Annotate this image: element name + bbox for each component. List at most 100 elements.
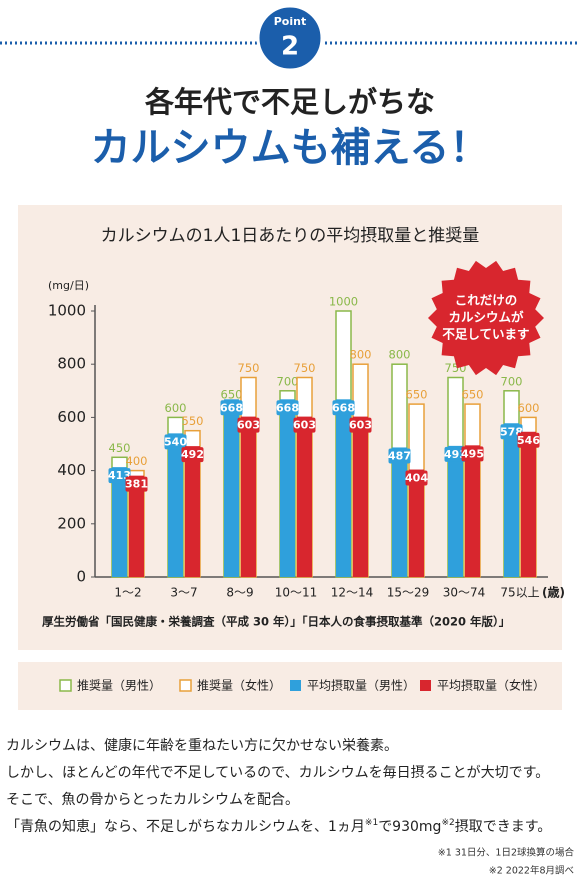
average-bar	[409, 469, 424, 577]
value-label-box	[293, 417, 316, 433]
badge-label: Point	[274, 15, 306, 28]
y-tick-label: 0	[76, 568, 86, 586]
value-label: 404	[405, 472, 428, 485]
value-label: 381	[125, 478, 148, 491]
x-tick-label: 8〜9	[226, 586, 253, 600]
average-bar	[392, 447, 407, 577]
x-tick-label: 3〜7	[170, 586, 197, 600]
value-label: 603	[293, 419, 316, 432]
value-label-box	[125, 476, 148, 492]
average-bar	[336, 399, 351, 577]
value-label: 668	[220, 401, 243, 414]
x-tick-label: 1〜2	[114, 586, 141, 600]
average-bar	[185, 446, 200, 577]
callout-text: 不足しています	[442, 327, 529, 342]
legend-marker	[420, 680, 431, 691]
value-label-box	[500, 424, 523, 440]
x-tick-label: 30〜74	[443, 586, 486, 600]
footnote: ※2 2022年8月調べ	[489, 865, 574, 877]
value-label-box	[164, 434, 187, 450]
value-label: 800	[350, 348, 372, 362]
average-bar	[465, 445, 480, 577]
value-label: 668	[276, 401, 299, 414]
badge-number: 2	[281, 32, 299, 62]
x-tick-label: 12〜14	[331, 586, 374, 600]
average-bar	[353, 416, 368, 577]
x-tick-label: 75以上	[500, 586, 539, 600]
average-bar	[224, 399, 239, 577]
value-label: 578	[500, 425, 523, 438]
value-label-box	[237, 417, 260, 433]
legend-label: 平均摂取量（男性）	[307, 678, 415, 693]
callout-text: これだけの	[455, 293, 518, 308]
average-bar	[280, 399, 295, 577]
body-line: カルシウムは、健康に年齢を重ねたい方に欠かせない栄養素。	[6, 737, 398, 754]
value-label: 668	[332, 401, 355, 414]
value-label: 1000	[329, 295, 358, 309]
y-tick-label: 200	[57, 514, 86, 532]
body-text: 「青魚の知恵」なら、不足しがちなカルシウムを、1ヵ月	[6, 818, 365, 835]
legend-marker	[290, 680, 301, 691]
value-label: 650	[462, 388, 484, 402]
body-text: そこで、魚の骨からとったカルシウムを配合。	[6, 792, 299, 808]
value-label: 700	[277, 374, 299, 388]
body-text: 摂取できます。	[455, 819, 552, 835]
y-tick-label: 800	[57, 355, 86, 373]
value-label: 603	[349, 419, 372, 432]
value-label: 413	[108, 469, 131, 482]
point-badge	[256, 4, 324, 72]
value-label: 492	[181, 448, 204, 461]
value-label: 450	[109, 441, 131, 455]
body-line: 「青魚の知恵」なら、不足しがちなカルシウムを、1ヵ月※1で930mg※2摂取でき…	[6, 818, 551, 836]
value-label: 400	[126, 454, 148, 468]
value-label-box	[181, 447, 204, 463]
body-text: しかし、ほとんどの年代で不足しているので、カルシウムを毎日摂ることが大切です。	[6, 765, 549, 781]
body-line: そこで、魚の骨からとったカルシウムを配合。	[6, 792, 299, 808]
value-label: 700	[501, 374, 523, 388]
value-label: 546	[517, 434, 540, 447]
value-label: 603	[237, 419, 260, 432]
value-label: 750	[294, 361, 316, 375]
average-bar	[112, 467, 127, 577]
legend-label: 推奨量（女性）	[197, 678, 281, 693]
value-label: 800	[389, 348, 411, 362]
average-bar	[241, 416, 256, 577]
x-tick-label: 15〜29	[387, 586, 430, 600]
callout-text: カルシウムが	[448, 310, 524, 325]
value-label-box	[405, 470, 428, 486]
value-label: 493	[444, 448, 467, 461]
value-label-box	[444, 446, 467, 462]
average-bar	[129, 475, 144, 577]
x-axis-unit: (歳)	[542, 585, 565, 600]
body-text: カルシウムは、健康に年齢を重ねたい方に欠かせない栄養素。	[6, 737, 398, 754]
footnote: ※1 31日分、1日2球換算の場合	[438, 847, 575, 859]
superscript: ※2	[441, 818, 454, 828]
average-bar	[448, 445, 463, 577]
average-bar	[168, 433, 183, 577]
value-label: 487	[388, 449, 411, 462]
value-label-box	[276, 400, 299, 416]
value-label-box	[388, 448, 411, 464]
callout-burst	[428, 260, 544, 376]
value-label-box	[349, 417, 372, 433]
value-label-box	[220, 400, 243, 416]
value-label: 650	[406, 388, 428, 402]
value-label-box	[517, 432, 540, 448]
legend-marker	[179, 679, 192, 692]
average-bar	[504, 423, 519, 577]
value-label: 540	[164, 435, 187, 448]
headline: カルシウムも補える！	[91, 125, 490, 171]
y-tick-label: 1000	[48, 302, 86, 320]
value-label: 600	[165, 401, 187, 415]
body-line: しかし、ほとんどの年代で不足しているので、カルシウムを毎日摂ることが大切です。	[6, 765, 549, 781]
y-axis-label: (mg/日)	[48, 279, 89, 292]
value-label-box	[461, 446, 484, 462]
y-tick-label: 400	[57, 461, 86, 479]
value-label-box	[108, 468, 131, 484]
headline: 各年代で不足しがちな	[144, 85, 435, 119]
chart-title: カルシウムの1人1日あたりの平均摂取量と推奨量	[101, 226, 480, 246]
legend-label: 平均摂取量（女性）	[437, 678, 545, 693]
legend-marker	[59, 679, 72, 692]
